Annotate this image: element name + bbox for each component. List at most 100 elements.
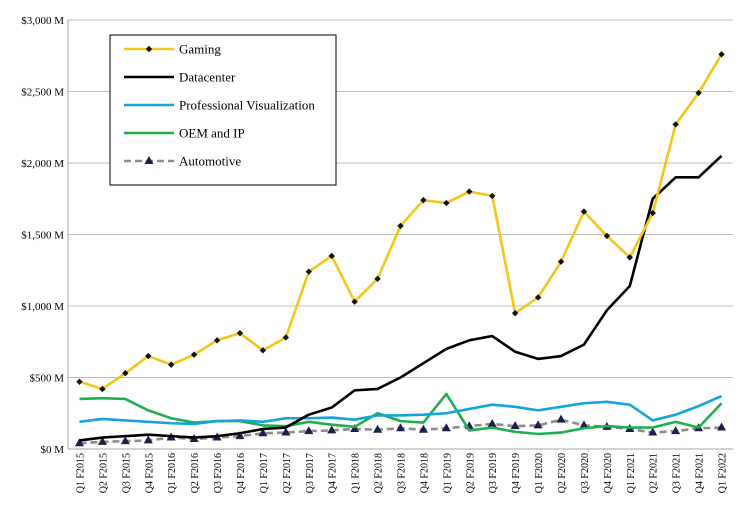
data-point: [510, 421, 520, 430]
series-oem-and-ip: [79, 392, 723, 436]
data-point: [396, 423, 405, 432]
x-tick-label: Q2 F2015: [98, 453, 109, 493]
data-point: [213, 337, 221, 344]
series-professional-visualization: [79, 394, 723, 426]
x-tick-label: Q2 F2016: [190, 453, 201, 493]
x-tick-label: Q3 F2020: [580, 453, 591, 493]
data-point: [76, 378, 83, 385]
data-point: [603, 232, 611, 240]
legend-item: OEM and IP: [124, 126, 245, 141]
y-tick-label: $1,500 M: [21, 230, 64, 242]
data-point: [143, 435, 153, 444]
x-tick-label: Q1 F2020: [534, 453, 545, 493]
data-point: [145, 45, 153, 53]
x-tick-label: Q4 F2020: [603, 453, 614, 493]
data-point: [672, 121, 679, 128]
series-gaming: [76, 51, 725, 393]
x-tick-label: Q1 F2017: [259, 453, 270, 493]
data-point: [556, 414, 566, 423]
data-point: [441, 423, 451, 432]
legend-label: Professional Visualization: [179, 98, 315, 113]
x-tick-label: Q4 F2017: [328, 453, 339, 493]
x-tick-label: Q1 F2021: [626, 453, 637, 493]
series-line: [79, 392, 723, 436]
data-point: [671, 426, 681, 435]
y-tick-label: $2,500 M: [21, 87, 64, 99]
data-point: [511, 309, 519, 317]
data-point: [418, 424, 428, 433]
data-point: [487, 418, 497, 427]
legend-label: Automotive: [179, 154, 241, 169]
y-tick-label: $500 M: [29, 373, 64, 385]
legend-label: OEM and IP: [179, 126, 245, 141]
data-point: [259, 347, 267, 354]
data-point: [420, 196, 427, 204]
x-tick-label: Q1 F2018: [351, 453, 362, 493]
data-point: [718, 51, 725, 58]
x-axis-ticks: Q1 F2015 Q2 F2015 Q3 F2015 Q4 F2015 Q1 F2016…: [75, 453, 728, 493]
x-tick-label: Q1 F2019: [442, 453, 453, 493]
legend-label: Gaming: [179, 42, 221, 57]
axes: [67, 20, 733, 450]
legend-item: Professional Visualization: [124, 98, 315, 113]
legend-label: Datacenter: [179, 70, 236, 85]
data-point: [648, 427, 658, 436]
data-point: [120, 436, 130, 445]
legend-item: Automotive: [124, 154, 241, 169]
x-tick-label: Q3 F2017: [305, 453, 316, 493]
data-point: [717, 422, 727, 431]
legend-item: Gaming: [124, 42, 221, 57]
x-tick-label: Q1 F2016: [167, 453, 178, 493]
x-tick-label: Q1 F2022: [718, 453, 729, 493]
x-tick-label: Q2 F2019: [465, 453, 476, 493]
data-point: [466, 188, 473, 195]
data-point: [626, 254, 634, 261]
data-point: [304, 426, 314, 435]
x-tick-label: Q4 F2015: [144, 453, 155, 493]
data-point: [305, 268, 312, 275]
y-tick-label: $0 M: [40, 444, 64, 456]
legend: Gaming Datacenter Professional Visualizati…: [109, 34, 337, 186]
x-tick-label: Q3 F2021: [672, 453, 683, 493]
series-line: [79, 394, 723, 426]
data-point: [236, 329, 244, 337]
data-point: [282, 334, 290, 341]
data-point: [649, 209, 656, 217]
data-point: [235, 431, 245, 440]
legend-item: Datacenter: [124, 70, 236, 85]
x-tick-label: Q2 F2017: [282, 453, 293, 493]
x-tick-label: Q4 F2018: [419, 453, 430, 493]
y-tick-label: $1,000 M: [21, 301, 64, 313]
data-point: [167, 361, 175, 368]
data-point: [579, 420, 589, 429]
x-tick-label: Q3 F2015: [121, 453, 132, 493]
x-tick-label: Q3 F2019: [488, 453, 499, 493]
series-line: [79, 154, 723, 442]
data-point: [145, 352, 152, 360]
data-point: [557, 258, 565, 265]
x-tick-label: Q3 F2016: [213, 453, 224, 493]
data-point: [74, 438, 84, 447]
data-point: [533, 420, 543, 429]
data-point: [489, 192, 496, 200]
x-tick-label: Q3 F2018: [397, 453, 408, 493]
y-tick-label: $3,000 M: [21, 15, 64, 27]
data-point: [144, 156, 154, 164]
data-point: [99, 385, 106, 393]
y-tick-label: $2,000 M: [21, 158, 64, 170]
x-tick-label: Q4 F2019: [511, 453, 522, 493]
data-point: [190, 351, 198, 358]
data-point: [695, 89, 702, 97]
data-point: [443, 199, 450, 207]
x-tick-label: Q2 F2020: [557, 453, 568, 493]
y-axis-ticks: $0 M $500 M $1,000 M $1,500 M $2,000 M $2,500…: [21, 15, 64, 456]
x-tick-label: Q4 F2021: [695, 453, 706, 493]
series-datacenter: [79, 154, 723, 442]
data-point: [373, 424, 383, 433]
data-point: [580, 208, 588, 215]
x-tick-label: Q2 F2018: [374, 453, 385, 493]
data-point: [327, 425, 337, 434]
x-tick-label: Q2 F2021: [649, 453, 660, 493]
data-point: [534, 294, 542, 301]
